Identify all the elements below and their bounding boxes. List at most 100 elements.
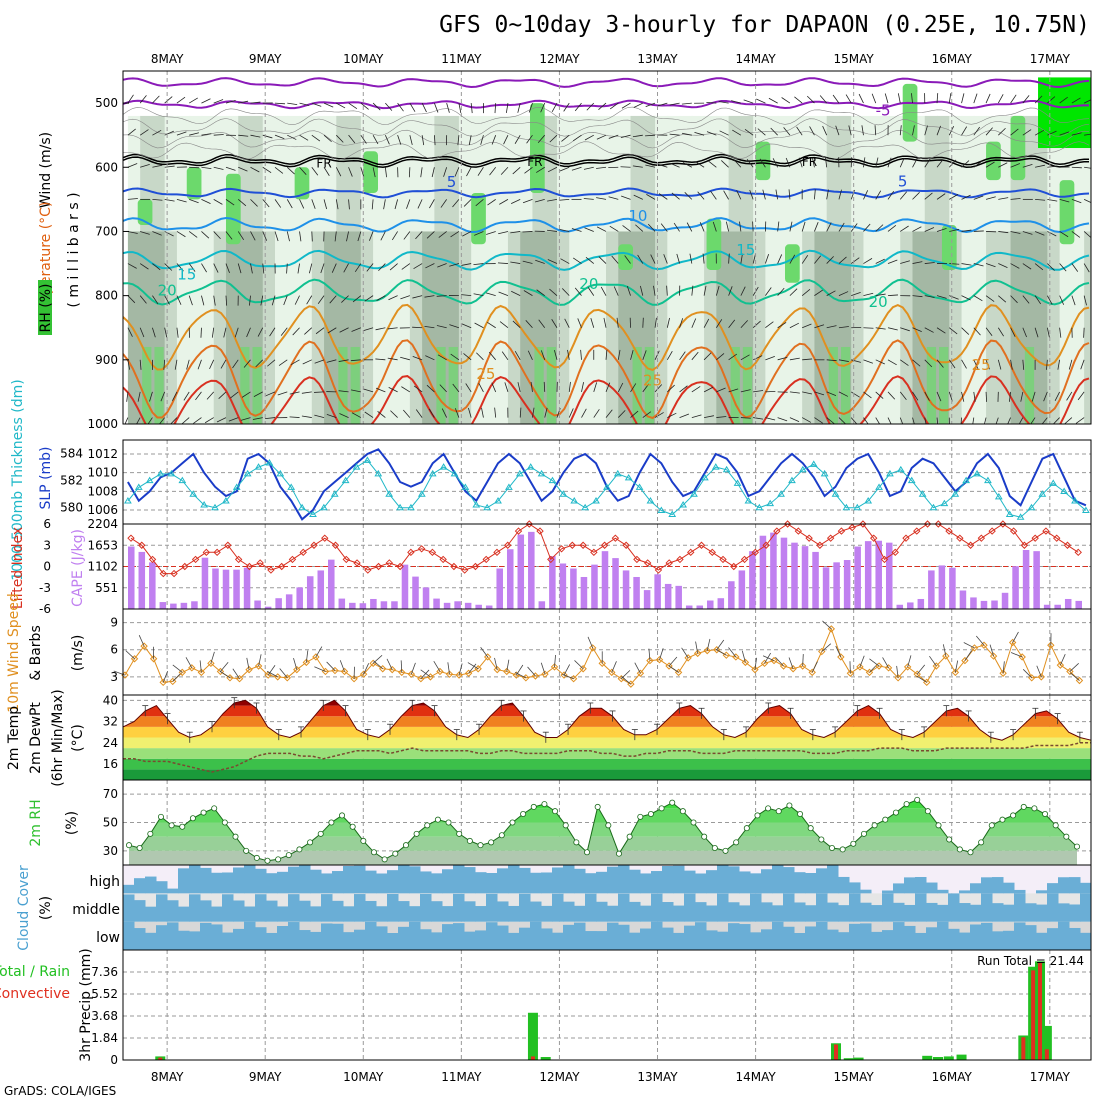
cloud-cell <box>453 865 465 893</box>
cloud-cell <box>970 905 982 922</box>
cape-bar <box>1044 605 1051 609</box>
lifted-index-marker <box>1075 549 1081 555</box>
slp-axis-label: SLP (mb) <box>38 446 54 509</box>
precip-convective-bar <box>834 1044 838 1060</box>
cloud-cell <box>860 890 872 894</box>
thickness-tick: 584 <box>60 447 83 461</box>
cape-bar <box>707 601 714 609</box>
cloud-cell <box>739 924 751 950</box>
rh2m-marker <box>339 813 344 818</box>
cape-tick: 2204 <box>87 517 118 531</box>
cape-bar <box>549 556 556 609</box>
rh2m-marker <box>638 814 643 819</box>
lifted-tick: -6 <box>39 602 51 616</box>
cloud-cell <box>233 929 245 950</box>
cape-bar <box>960 590 967 609</box>
lifted-tick: 3 <box>43 538 51 552</box>
cape-bar <box>244 568 251 609</box>
cloud-cell <box>332 901 344 922</box>
cloud-cell <box>739 905 751 921</box>
cloud-cell <box>893 903 905 922</box>
cloud-cell <box>959 890 971 893</box>
wind10-barb <box>669 666 679 673</box>
date-label-bottom: 11MAY <box>441 1070 482 1084</box>
cape-tick: 1653 <box>87 538 118 552</box>
cloud-cell <box>607 906 619 922</box>
wind-barb <box>621 167 631 168</box>
rh2m-marker <box>702 834 707 839</box>
rh2m-tick: 30 <box>103 844 118 858</box>
cloud-cell <box>464 867 476 893</box>
cloud-cell <box>684 926 696 950</box>
wind10-barb <box>812 662 817 673</box>
cloud-cell <box>1014 893 1026 921</box>
cape-bar <box>623 570 630 609</box>
date-label-top: 13MAY <box>637 52 678 66</box>
date-label-top: 17MAY <box>1030 52 1071 66</box>
cloud-cell <box>662 866 674 893</box>
rh2m-marker <box>254 855 259 860</box>
rh2m-marker <box>1000 817 1005 822</box>
cloud-cell <box>167 889 179 894</box>
cloud-cell <box>981 923 993 950</box>
temp-band <box>123 738 1091 749</box>
cloud-cell <box>178 907 190 922</box>
precip-convective-label: Convective <box>0 986 70 1002</box>
cloud-cell <box>552 933 564 950</box>
wind10-tick: 3 <box>110 670 118 684</box>
rh-cell <box>177 231 190 424</box>
date-label-bottom: 12MAY <box>539 1070 580 1084</box>
cape-bar <box>149 562 156 609</box>
cloud-cell <box>970 924 982 950</box>
rh2m-marker <box>680 809 685 814</box>
cape-bar <box>191 601 198 609</box>
cape-bar <box>823 567 830 609</box>
cloud-cell <box>420 894 432 922</box>
cape-bar <box>1065 599 1072 609</box>
rh2m-marker <box>244 848 249 853</box>
rh-axis-label: RH (%) <box>38 284 54 333</box>
cloud-cell <box>1069 877 1081 893</box>
contour-label: 20 <box>869 293 888 311</box>
cloud-cell <box>948 929 960 950</box>
rh2m-marker <box>361 838 366 843</box>
cloud-cell <box>552 867 564 893</box>
cloud-cell <box>332 871 344 893</box>
cloud-cell <box>277 906 289 921</box>
cape-tick: 1102 <box>87 560 118 574</box>
rh-blob <box>187 167 202 199</box>
rh2m-marker <box>318 831 323 836</box>
cape-bar <box>233 570 240 609</box>
cape-bar <box>560 563 567 609</box>
cloud-cell <box>618 925 630 950</box>
cloud-cell <box>277 872 289 894</box>
date-label-bottom: 8MAY <box>151 1070 184 1084</box>
cape-bar <box>981 601 988 609</box>
cloud-cell <box>717 865 729 893</box>
rh-cell <box>520 231 533 424</box>
cloud-cell <box>354 866 366 894</box>
cloud-cell <box>585 873 597 893</box>
cape-bar <box>949 568 956 609</box>
rh2m-marker <box>276 857 281 862</box>
cloud-cell <box>431 901 443 921</box>
cloud-cell <box>442 906 454 922</box>
cloud-cell <box>629 933 641 950</box>
rh2m-marker <box>297 847 302 852</box>
rh2m-marker <box>329 820 334 825</box>
rh2m-marker <box>531 804 536 809</box>
wind-barb <box>753 221 754 231</box>
cape-bar <box>317 570 324 609</box>
wind-barb <box>1072 167 1082 168</box>
cloud-cell <box>596 902 608 922</box>
rh2m-marker <box>467 838 472 843</box>
rh2m-marker <box>201 810 206 815</box>
cloud-cell <box>574 869 586 894</box>
cloud-cell <box>838 932 850 950</box>
wind10-barb <box>717 640 724 650</box>
cape-bar <box>749 551 756 609</box>
cloud-cell <box>244 922 256 950</box>
rh2m-marker <box>766 806 771 811</box>
date-label-top: 12MAY <box>539 52 580 66</box>
rh2m-marker <box>893 810 898 815</box>
